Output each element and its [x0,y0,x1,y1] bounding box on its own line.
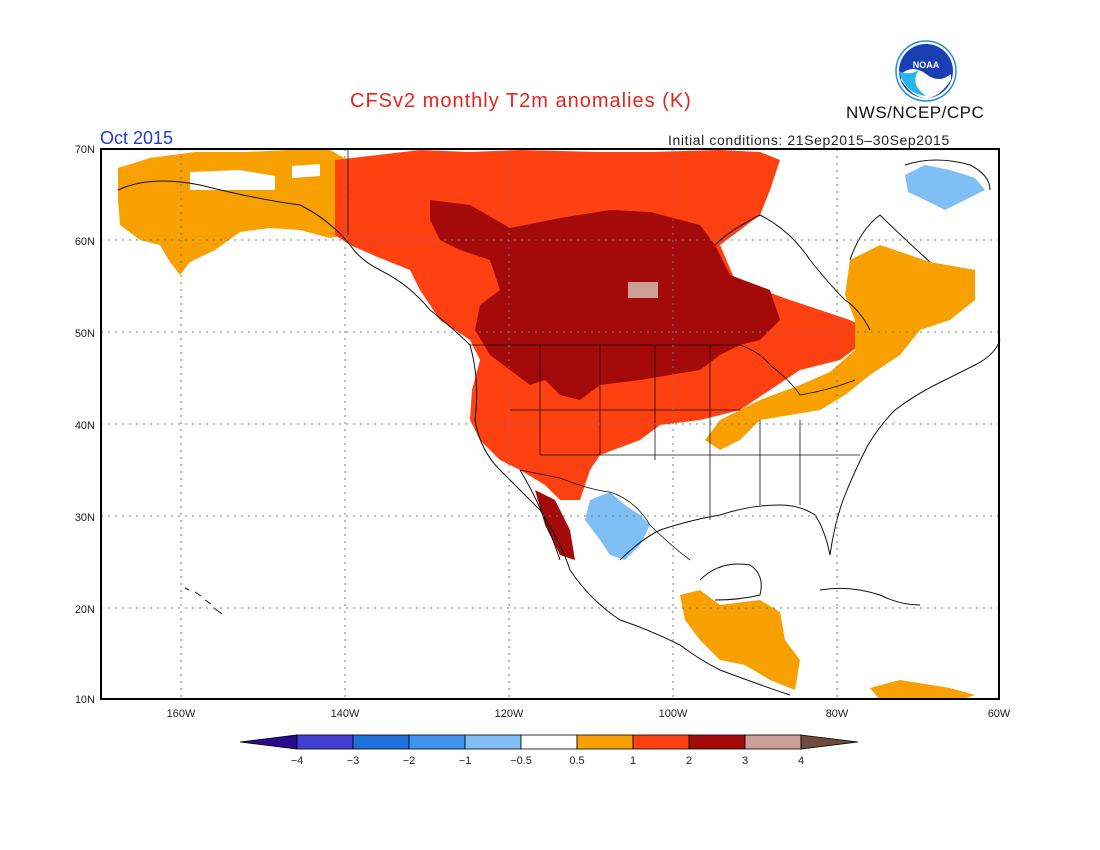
colorbar-swatch [520,734,578,750]
colorbar-arrow-low [239,734,298,750]
colorbar-swatch [352,734,410,750]
coastline-yucatan [699,563,762,601]
colorbar-label: 2 [686,755,692,767]
lat-label: 60N [75,236,95,248]
colorbar-label: 3 [742,755,748,767]
lat-label: 10N [75,694,95,706]
lon-label: 140W [331,708,360,720]
colorbar-label: −3 [347,755,360,767]
lat-label: 30N [75,512,95,524]
coastline-baja [519,469,561,561]
lat-label: 40N [75,420,95,432]
border-us-states [510,345,860,520]
coastline-pacific [469,344,791,696]
anomaly-region-greenland [905,165,985,210]
anomaly-region-mexico [585,492,650,560]
noaa-logo-icon: NOAA [895,40,957,102]
coastline-cuba [819,587,921,606]
lat-label: 70N [75,144,95,156]
coastline-greenland [904,159,991,191]
lat-label: 20N [75,604,95,616]
colorbar-swatch [688,734,746,750]
colorbar-label: −0.5 [510,755,532,767]
graticule [101,149,999,699]
anomaly-region-east [705,245,975,450]
colorbar-swatch [408,734,466,750]
anomaly-field [118,150,985,700]
coastline-hudson [714,214,871,331]
colorbar: −4 −3 −2 −1 −0.5 0.5 1 2 3 4 [239,734,859,767]
lon-label: 160W [167,708,196,720]
coastline-alaska [117,180,471,346]
colorbar-label: 0.5 [569,755,584,767]
border-us-canada [470,344,856,396]
colorbar-arrow-high [800,734,859,750]
colorbar-swatch [632,734,690,750]
colorbar-label: −2 [403,755,416,767]
colorbar-label: 4 [798,755,804,767]
agency-label: NWS/NCEP/CPC [846,103,985,122]
anomaly-gap-alaska [190,170,275,190]
lon-label: 100W [659,708,688,720]
lat-label: 50N [75,328,95,340]
colorbar-label: −4 [291,755,304,767]
anomaly-region-core [430,200,780,400]
lon-label: 120W [495,708,524,720]
map-frame [100,148,1000,700]
longitude-labels: 160W 140W 120W 100W 80W 60W [167,708,1011,720]
map-title: CFSv2 monthly T2m anomalies (K) [350,90,692,112]
border-us-mexico [519,469,691,561]
anomaly-region-central-america [680,590,800,690]
anomaly-region-southern-edge [870,680,975,700]
colorbar-label: −1 [459,755,472,767]
coastline-atlantic [829,339,1001,556]
colorbar-swatch [576,734,634,750]
lon-label: 60W [988,708,1011,720]
initial-conditions-label: Initial conditions: 21Sep2015–30Sep2015 [668,132,950,148]
coastline-gulf [619,504,831,561]
political-borders [347,150,860,561]
coastline-hawaii [184,587,223,615]
colorbar-label: 1 [630,755,636,767]
svg-text:NOAA: NOAA [913,60,940,70]
latitude-labels: 70N 60N 50N 40N 30N 20N 10N [75,144,95,706]
anomaly-region-peak [628,282,658,298]
colorbar-swatch [464,734,522,750]
colorbar-swatch [296,734,354,750]
anomaly-gap-alaska-north [292,164,320,178]
lon-label: 80W [826,708,849,720]
colorbar-swatch [744,734,802,750]
forecast-month-label: Oct 2015 [100,128,174,148]
coastline-labrador [849,214,931,263]
anomaly-region-baja [535,490,575,560]
